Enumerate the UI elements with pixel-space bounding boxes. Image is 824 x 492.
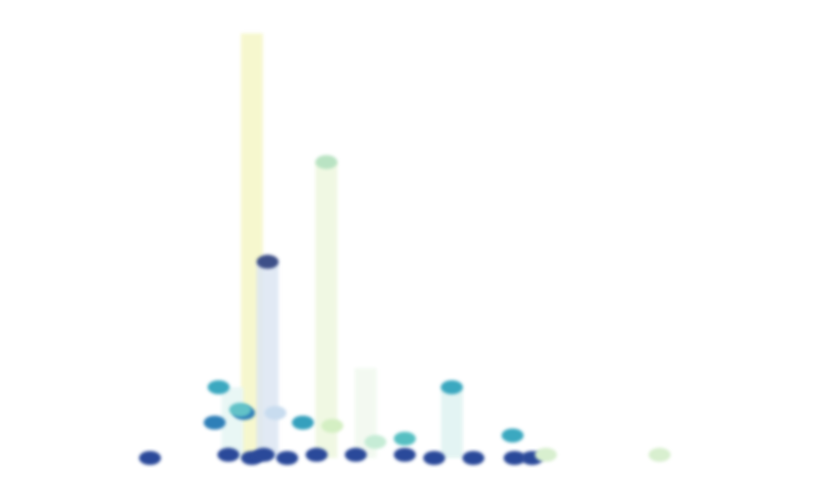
range-bar — [315, 162, 338, 459]
range-bar — [440, 387, 463, 458]
data-point — [440, 380, 463, 395]
data-point — [503, 451, 526, 465]
range-bars — [221, 33, 463, 459]
data-point — [256, 254, 279, 269]
data-point — [252, 447, 275, 462]
data-points — [139, 155, 671, 465]
data-point — [534, 447, 557, 462]
data-point — [315, 155, 338, 170]
data-point — [305, 447, 328, 462]
data-point — [364, 434, 387, 449]
data-point — [207, 380, 230, 395]
data-point — [344, 447, 367, 462]
data-point — [462, 451, 485, 465]
data-point — [217, 447, 240, 462]
data-point — [264, 405, 287, 420]
data-point — [291, 415, 314, 430]
range-bar — [256, 261, 279, 458]
data-point — [321, 418, 344, 433]
axes — [14, 22, 800, 482]
data-point — [648, 447, 671, 462]
data-point — [203, 415, 226, 430]
data-point — [501, 428, 524, 443]
data-point — [393, 431, 416, 446]
data-point — [276, 451, 299, 465]
data-point — [229, 402, 252, 417]
data-point — [393, 447, 416, 462]
data-point — [139, 451, 161, 465]
data-point — [423, 451, 446, 465]
